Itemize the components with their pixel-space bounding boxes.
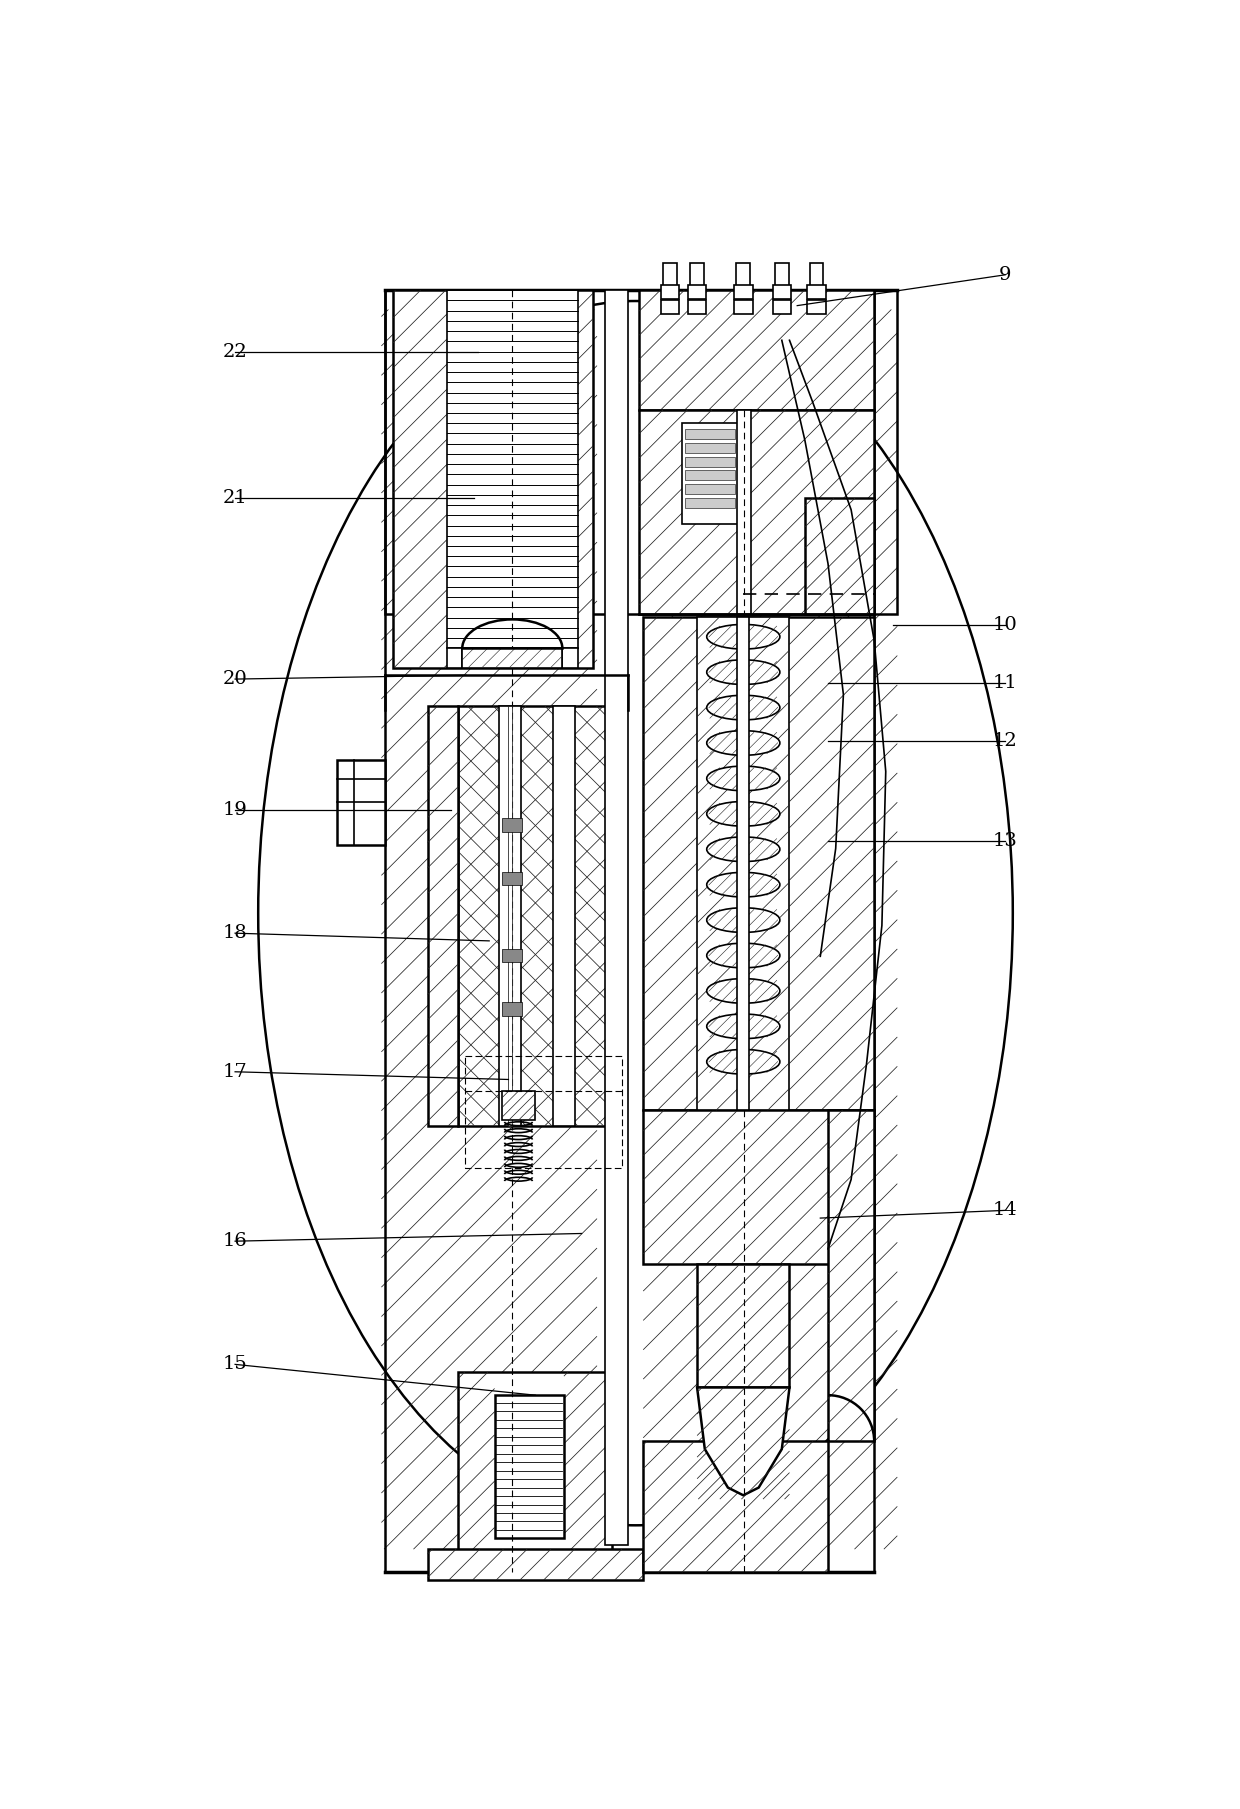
Bar (661, 284, 680, 298)
Bar (495, 1395, 564, 1538)
Bar (773, 300, 791, 315)
Bar (459, 706, 613, 1125)
Text: 12: 12 (993, 731, 1018, 749)
Text: 19: 19 (223, 801, 248, 819)
Ellipse shape (707, 624, 780, 649)
Bar (508, 706, 512, 1125)
Text: 14: 14 (993, 1201, 1018, 1219)
Bar (446, 648, 463, 668)
Bar (640, 409, 874, 613)
Bar (502, 818, 522, 832)
Bar (773, 284, 791, 298)
Bar (810, 264, 823, 298)
Bar (661, 300, 680, 315)
Text: 9: 9 (999, 266, 1012, 284)
Bar (337, 760, 386, 845)
Ellipse shape (707, 908, 780, 932)
Ellipse shape (707, 765, 780, 791)
Text: 11: 11 (993, 675, 1018, 691)
Text: 18: 18 (223, 924, 248, 942)
Text: 22: 22 (223, 344, 248, 360)
Bar (734, 300, 753, 315)
Bar (805, 497, 874, 613)
Ellipse shape (707, 731, 780, 756)
Text: 10: 10 (993, 617, 1018, 635)
Bar (644, 1111, 874, 1264)
Bar (684, 470, 735, 481)
Bar (428, 1549, 644, 1579)
Bar (684, 443, 735, 452)
Ellipse shape (707, 660, 780, 684)
Ellipse shape (707, 695, 780, 720)
Bar (737, 409, 751, 613)
Bar (502, 1002, 522, 1017)
Ellipse shape (258, 300, 1013, 1525)
Text: 20: 20 (223, 669, 248, 687)
Bar (807, 300, 826, 315)
Bar (553, 706, 574, 1125)
Bar (697, 617, 790, 1111)
Bar (605, 289, 627, 1545)
Bar (684, 485, 735, 494)
Ellipse shape (707, 1015, 780, 1038)
Bar (501, 1091, 536, 1120)
Text: 21: 21 (223, 488, 248, 507)
Bar (737, 617, 749, 1111)
Bar (684, 497, 735, 508)
Bar (737, 264, 750, 298)
Text: 16: 16 (223, 1232, 248, 1250)
Bar (463, 648, 563, 668)
Bar (688, 300, 707, 315)
Bar (688, 284, 707, 298)
Bar (502, 872, 522, 885)
Bar (465, 1056, 622, 1169)
Polygon shape (697, 1388, 790, 1496)
Bar (459, 1371, 613, 1558)
Ellipse shape (707, 942, 780, 968)
Bar (734, 284, 753, 298)
Text: 15: 15 (223, 1355, 248, 1373)
Bar (500, 706, 521, 1125)
Bar (640, 289, 874, 409)
Bar (393, 289, 593, 668)
Bar (563, 648, 578, 668)
Bar (428, 706, 459, 1125)
Bar (644, 1442, 828, 1572)
Bar (644, 617, 874, 1111)
Ellipse shape (707, 1049, 780, 1075)
Bar (691, 264, 704, 298)
Text: 17: 17 (223, 1062, 248, 1080)
Ellipse shape (707, 872, 780, 897)
Text: 13: 13 (993, 832, 1018, 850)
Bar (684, 456, 735, 467)
Bar (697, 1264, 790, 1388)
Bar (682, 423, 739, 523)
Bar (663, 264, 677, 298)
Bar (775, 264, 789, 298)
Bar (807, 284, 826, 298)
Ellipse shape (707, 801, 780, 827)
Bar (684, 429, 735, 440)
Bar (502, 948, 522, 962)
Bar (386, 289, 898, 613)
Bar (828, 1111, 874, 1442)
Ellipse shape (707, 838, 780, 861)
Ellipse shape (707, 979, 780, 1004)
Bar (446, 289, 578, 648)
